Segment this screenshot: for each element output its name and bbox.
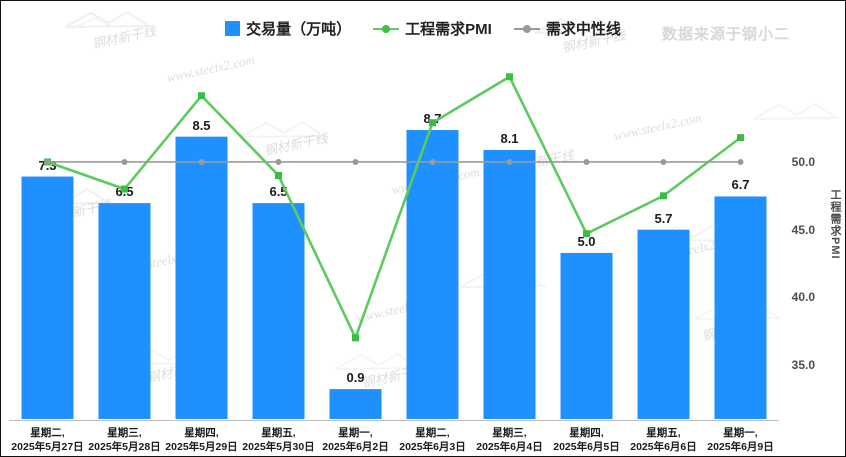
x-axis-tick-label: 星期一, 2025年6月2日	[322, 427, 389, 453]
bar-value-label: 8.5	[192, 117, 211, 133]
line-dot-icon	[373, 24, 400, 34]
bar-value-label: 6.7	[731, 177, 750, 193]
bar-value-label: 8.1	[500, 130, 519, 146]
source-note: 数据来源于钢小二	[661, 26, 790, 43]
data-point-marker[interactable]	[275, 158, 282, 165]
legend-item-neutral[interactable]: 需求中性线	[513, 18, 621, 39]
bar-value-label: 5.7	[654, 210, 673, 226]
data-point-marker[interactable]	[506, 73, 513, 81]
data-point-marker[interactable]	[198, 158, 205, 165]
legend-label-neutral: 需求中性线	[545, 21, 621, 38]
x-axis-tick-label: 星期五, 2025年5月30日	[242, 427, 315, 453]
line-dot-icon	[513, 24, 540, 34]
legend-item-pmi[interactable]: 工程需求PMI	[373, 18, 492, 39]
legend-label-pmi: 工程需求PMI	[405, 21, 492, 38]
data-point-marker[interactable]	[44, 158, 51, 165]
x-axis-tick-label: 星期五, 2025年6月6日	[630, 427, 697, 453]
right-axis: 50.0 45.0 40.0 35.0 工程需求PMI	[777, 47, 845, 419]
data-point-marker[interactable]	[198, 92, 205, 100]
data-point-marker[interactable]	[506, 158, 513, 165]
plot-svg	[21, 73, 767, 419]
bar-value-label: 5.0	[577, 233, 596, 249]
data-point-marker[interactable]	[121, 185, 128, 193]
right-axis-title: 工程需求PMI	[829, 189, 841, 260]
data-point-marker[interactable]	[583, 158, 590, 165]
line-series	[47, 74, 742, 342]
right-axis-tick: 45.0	[791, 222, 815, 237]
bar[interactable]	[406, 130, 459, 419]
x-axis: 星期二, 2025年5月27日 星期三, 2025年5月28日 星期四, 2025年5月2…	[9, 420, 779, 456]
x-axis-tick-label: 星期三, 2025年6月4日	[476, 427, 543, 453]
data-point-marker[interactable]	[660, 192, 667, 200]
bar[interactable]	[714, 196, 767, 419]
x-axis-tick-label: 星期二, 2025年5月27日	[11, 427, 84, 453]
chart-legend: 交易量（万吨） 工程需求PMI 需求中性线	[1, 18, 845, 39]
square-swatch-icon	[225, 21, 241, 36]
data-point-marker[interactable]	[737, 134, 744, 142]
data-point-marker[interactable]	[660, 158, 667, 165]
x-axis-tick-label: 星期二, 2025年6月3日	[399, 427, 466, 453]
bar-value-label: 8.7	[423, 111, 442, 127]
bar[interactable]	[98, 203, 151, 419]
x-axis-tick-label: 星期四, 2025年5月29日	[165, 427, 238, 453]
data-point-marker[interactable]	[275, 172, 282, 180]
data-point-marker[interactable]	[121, 158, 128, 165]
bar-value-label: 0.9	[346, 370, 365, 386]
data-point-marker[interactable]	[737, 158, 744, 165]
x-axis-tick-label: 星期四, 2025年6月5日	[553, 427, 620, 453]
bar[interactable]	[175, 136, 228, 419]
legend-label-volume: 交易量（万吨）	[246, 21, 352, 38]
bar[interactable]	[637, 229, 690, 419]
right-axis-tick: 50.0	[791, 154, 815, 169]
bar[interactable]	[329, 389, 382, 419]
right-axis-tick: 35.0	[791, 357, 815, 372]
bar[interactable]	[560, 252, 613, 419]
bar[interactable]	[483, 149, 536, 419]
bar[interactable]	[252, 203, 305, 419]
bar[interactable]	[21, 176, 74, 419]
plot-area	[9, 47, 779, 419]
data-point-marker[interactable]	[352, 158, 359, 165]
right-axis-tick: 40.0	[791, 290, 815, 305]
legend-item-volume[interactable]: 交易量（万吨）	[225, 18, 351, 39]
data-point-marker[interactable]	[429, 158, 436, 165]
x-axis-tick-label: 星期一, 2025年6月9日	[707, 427, 774, 453]
data-point-marker[interactable]	[429, 119, 436, 127]
data-point-marker[interactable]	[352, 334, 359, 342]
data-point-marker[interactable]	[583, 230, 590, 238]
x-axis-tick-label: 星期三, 2025年5月28日	[88, 427, 161, 453]
